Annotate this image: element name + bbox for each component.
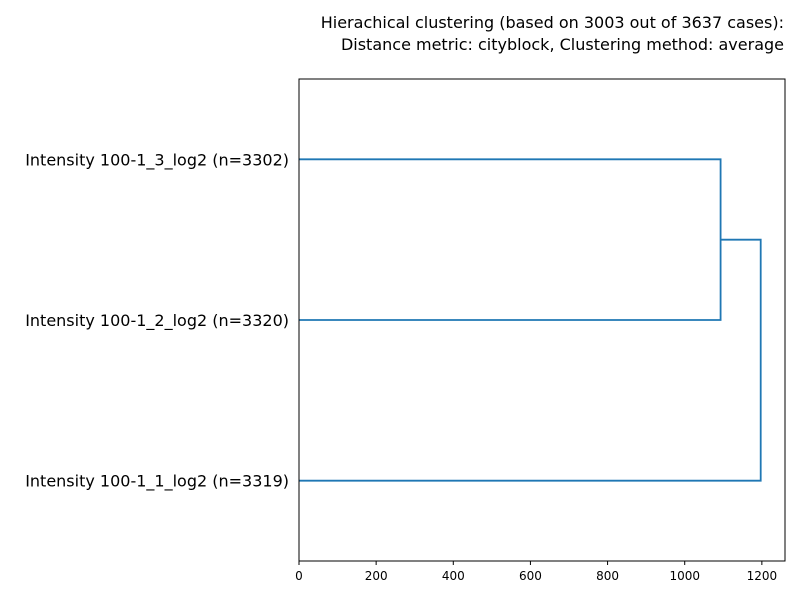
x-tick-label: 1200: [747, 569, 778, 583]
x-tick-label: 600: [519, 569, 542, 583]
leaf-labels: Intensity 100-1_3_log2 (n=3302) Intensity…: [25, 150, 289, 491]
x-tick-label: 1000: [669, 569, 700, 583]
leaf-label: Intensity 100-1_1_log2 (n=3319): [25, 472, 289, 492]
leaf-label: Intensity 100-1_2_log2 (n=3320): [25, 311, 289, 331]
x-tick-label: 0: [295, 569, 303, 583]
chart-title-line-1: Hierachical clustering (based on 3003 ou…: [320, 13, 784, 32]
plot-frame: [298, 78, 786, 562]
dendrogram-link: [299, 238, 762, 482]
x-tick-label: 800: [596, 569, 619, 583]
leaf-label: Intensity 100-1_3_log2 (n=3302): [25, 150, 289, 170]
x-tick-label: 200: [365, 569, 388, 583]
dendrogram-link: [299, 158, 722, 321]
chart-title-line-2: Distance metric: cityblock, Clustering m…: [340, 35, 784, 54]
x-tick-label: 400: [442, 569, 465, 583]
dendrogram-links: [299, 158, 762, 482]
x-axis: 0 200 400 600 800 1000 1200: [295, 561, 777, 583]
